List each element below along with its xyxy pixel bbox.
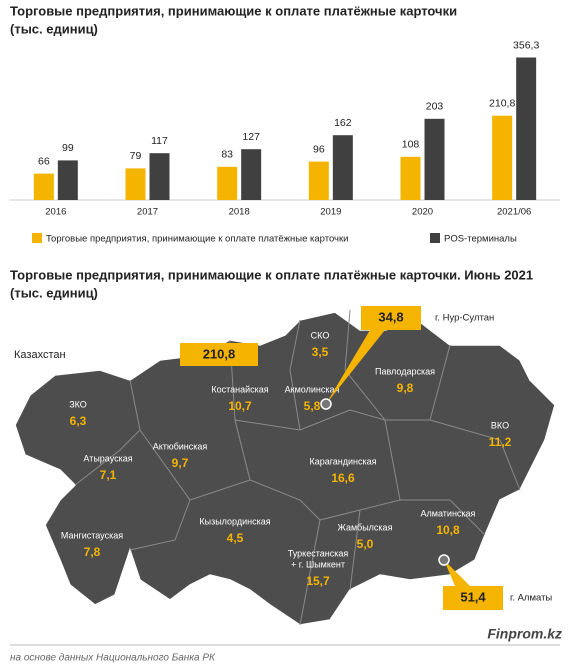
region-name: ЗКО [69,399,87,409]
region-value: 11,2 [489,435,512,449]
x-tick-label: 2018 [229,207,250,218]
region-name: Атырауская [83,453,132,463]
region-name: СКО [311,330,330,340]
region-borders [74,309,521,626]
value-label: 108 [402,139,420,151]
value-label: 96 [313,143,325,155]
bar [57,160,78,200]
region-name: Актюбинская [153,441,208,451]
bar [516,57,537,201]
x-tick-label: 2016 [45,207,66,218]
city-box [443,586,503,610]
region-name: Павлодарская [375,366,435,376]
bar [400,156,421,200]
city-box [361,306,421,330]
legend-label: Торговые предприятия, принимающие к опла… [46,234,348,245]
region-value: 10,8 [436,523,460,537]
value-label: 79 [130,150,142,162]
total-name: Казахстан [14,349,66,361]
total-box [180,343,258,366]
value-label: 356,3 [513,39,539,51]
value-label: 66 [38,155,50,167]
region-value: 6,3 [70,414,87,428]
brand: Finprom.kz [487,626,562,642]
map-subtitle: (тыс. единиц) [10,285,98,300]
map-title: Торговые предприятия, принимающие к опла… [10,267,533,282]
region-name: Туркестанская [288,548,349,558]
bar [149,153,170,200]
x-tick-label: 2017 [137,207,158,218]
region-value: 16,6 [331,471,355,485]
region-value: 5,8 [304,399,321,413]
region-value: 10,7 [228,399,252,413]
x-tick-label: 2019 [320,207,341,218]
city-dot [320,398,332,410]
bar [33,173,54,200]
chart-subtitle: (тыс. единиц) [10,21,98,36]
city-value: 34,8 [378,309,403,324]
value-label: 117 [151,135,168,147]
region-name: Карагандинская [309,456,376,466]
legend-label: POS-терминалы [444,234,517,245]
value-label: 203 [426,101,444,113]
bar [125,168,146,200]
region-value: 9,7 [172,456,189,470]
region-value: 15,7 [306,574,330,588]
city-name: г. Нур-Султан [435,313,494,324]
value-label: 210,8 [489,97,515,109]
region-value: 4,5 [227,531,244,545]
region-name: + г. Шымкент [291,559,345,569]
callout-pointer [444,560,470,586]
x-tick-label: 2021/06 [497,207,531,218]
x-tick-label: 2020 [412,207,433,218]
region-name: Алматинская [421,508,476,518]
region-value: 5,0 [357,537,374,551]
region-value: 9,8 [397,381,414,395]
value-label: 127 [242,131,260,143]
city-value: 51,4 [460,589,486,604]
city-name: г. Алматы [510,593,552,604]
bar [217,166,238,200]
region-value: 7,1 [100,468,117,482]
bar [492,115,513,200]
region-name: ВКО [491,420,509,430]
region-name: Акмолинская [285,384,340,394]
region-value: 7,8 [84,545,101,559]
total-value: 210,8 [203,346,236,361]
region-value: 3,5 [312,345,329,359]
value-label: 162 [334,117,352,129]
callout-pointer [326,330,385,404]
region-name: Кызылординская [199,516,270,526]
source: на основе данных Национального Банка РК [10,653,216,664]
region-name: Жамбылская [338,522,393,532]
city-dot [438,554,450,566]
value-label: 99 [62,142,74,154]
value-label: 83 [221,149,233,161]
legend-swatch [32,233,42,243]
bar [332,135,353,200]
region-name: Костанайская [211,384,268,394]
region-name: Мангистауская [61,530,123,540]
chart-title: Торговые предприятия, принимающие к опла… [10,3,457,18]
map [14,309,556,626]
country-shape [14,311,556,626]
bar [241,149,262,200]
bar [424,118,445,200]
bar [308,161,329,200]
legend-swatch [430,233,440,243]
